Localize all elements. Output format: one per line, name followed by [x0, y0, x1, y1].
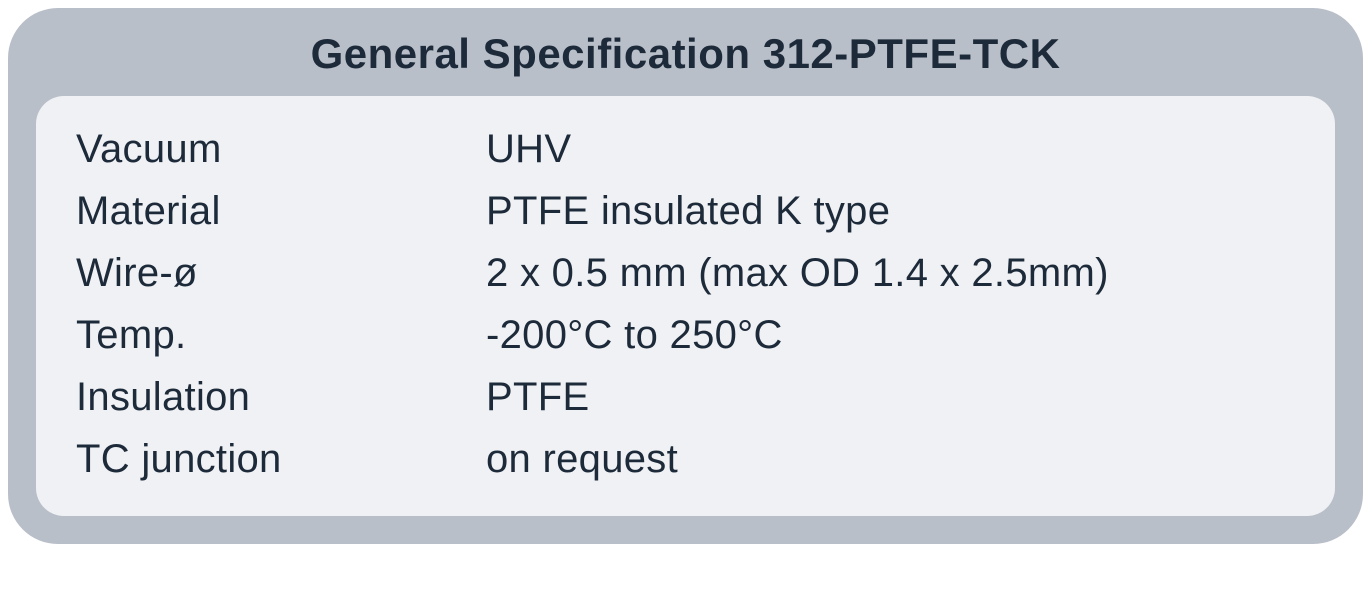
spec-label: Material	[76, 180, 486, 242]
spec-row: Wire-ø 2 x 0.5 mm (max OD 1.4 x 2.5mm)	[76, 242, 1295, 304]
spec-value: PTFE	[486, 366, 1295, 428]
spec-row: Material PTFE insulated K type	[76, 180, 1295, 242]
spec-row: TC junction on request	[76, 428, 1295, 490]
spec-label: TC junction	[76, 428, 486, 490]
spec-value: PTFE insulated K type	[486, 180, 1295, 242]
spec-label: Temp.	[76, 304, 486, 366]
specification-body: Vacuum UHV Material PTFE insulated K typ…	[36, 96, 1335, 516]
specification-card: General Specification 312-PTFE-TCK Vacuu…	[8, 8, 1363, 544]
spec-value: -200°C to 250°C	[486, 304, 1295, 366]
spec-value: UHV	[486, 118, 1295, 180]
spec-value: 2 x 0.5 mm (max OD 1.4 x 2.5mm)	[486, 242, 1295, 304]
specification-title: General Specification 312-PTFE-TCK	[8, 8, 1363, 96]
spec-row: Vacuum UHV	[76, 118, 1295, 180]
spec-value: on request	[486, 428, 1295, 490]
spec-row: Insulation PTFE	[76, 366, 1295, 428]
spec-label: Vacuum	[76, 118, 486, 180]
spec-row: Temp. -200°C to 250°C	[76, 304, 1295, 366]
spec-label: Wire-ø	[76, 242, 486, 304]
spec-label: Insulation	[76, 366, 486, 428]
